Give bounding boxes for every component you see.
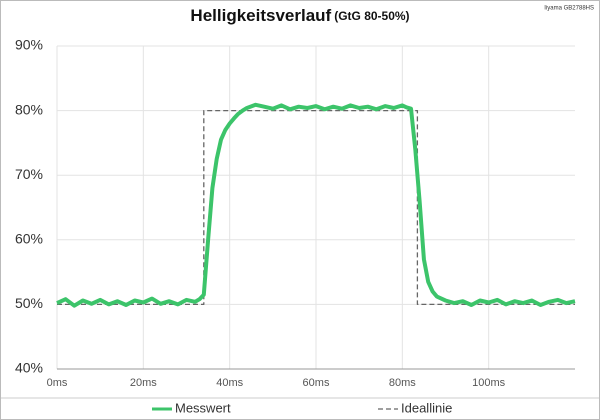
- chart-title: Helligkeitsverlauf (GtG 80-50%): [190, 6, 409, 25]
- x-tick-label: 60ms: [303, 377, 330, 389]
- y-tick-label: 50%: [15, 295, 43, 311]
- x-tick-label: 100ms: [472, 377, 506, 389]
- x-tick-label: 20ms: [130, 377, 157, 389]
- legend-label: Ideallinie: [401, 400, 452, 415]
- x-tick-label: 0ms: [47, 377, 68, 389]
- subtitle: (GtG 80-50%): [334, 9, 409, 23]
- title: Helligkeitsverlauf: [190, 6, 331, 25]
- y-tick-label: 40%: [15, 360, 43, 376]
- x-tick-label: 80ms: [389, 377, 416, 389]
- annotation: Iiyama GB2788HS: [544, 6, 594, 12]
- y-tick-label: 80%: [15, 101, 43, 117]
- y-tick-label: 60%: [15, 231, 43, 247]
- y-tick-label: 90%: [15, 37, 43, 53]
- y-tick-label: 70%: [15, 166, 43, 182]
- x-tick-label: 40ms: [216, 377, 243, 389]
- series-line: [56, 102, 576, 308]
- legend-label: Messwert: [175, 400, 231, 415]
